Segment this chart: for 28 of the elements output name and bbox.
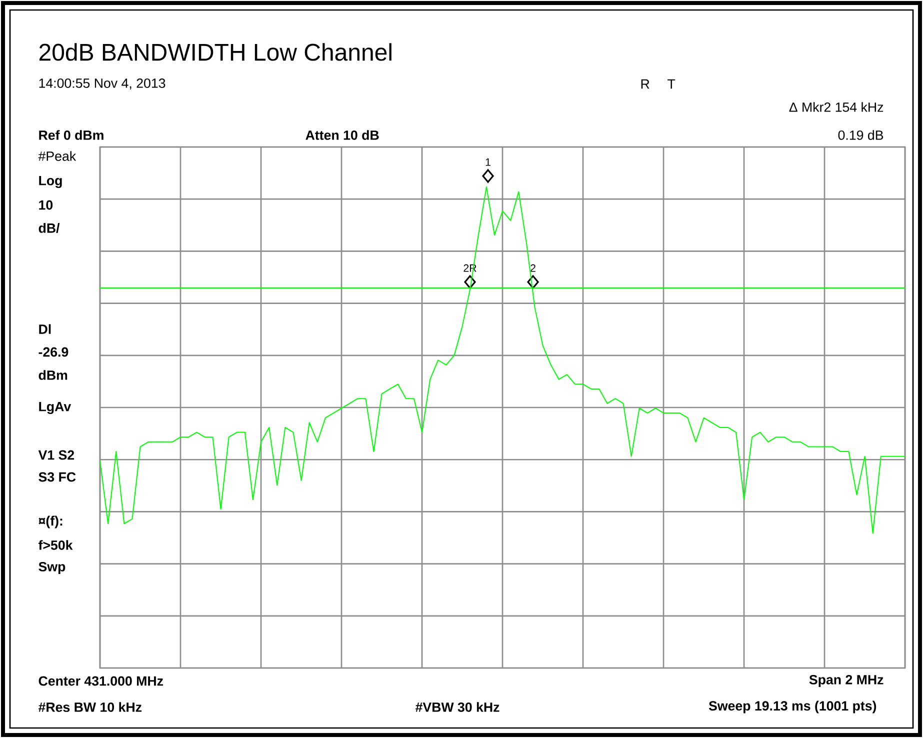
text: Δ Mkr2 154 kHz	[789, 102, 884, 112]
text: ¤(f):	[38, 516, 62, 528]
text: V1 S2	[38, 450, 74, 460]
text: Log	[39, 176, 62, 188]
text: T	[668, 79, 676, 89]
text: S3 FC	[38, 472, 76, 482]
chart-subtitle: 14:00:55 Nov 4, 2013	[39, 78, 166, 90]
text: Sweep 19.13 ms (1001 pts)	[708, 700, 876, 714]
text: dB/	[38, 223, 60, 233]
text: R	[641, 79, 650, 89]
text: -26.9	[38, 347, 68, 357]
text: Atten 10 dB	[306, 130, 379, 140]
text: Ref 0 dBm	[39, 130, 104, 140]
chart-title: 20dB BANDWIDTH Low Channel	[39, 43, 392, 61]
text: 1	[486, 158, 490, 166]
text: #Res BW 10 kHz	[38, 702, 142, 712]
text: #VBW 30 kHz	[416, 702, 500, 712]
text: LgAv	[39, 402, 72, 414]
text: Dl	[39, 324, 51, 334]
text: Span 2 MHz	[809, 674, 884, 688]
text: Swp	[38, 562, 66, 574]
text: f>50k	[38, 540, 73, 550]
annotation: 2	[530, 264, 536, 272]
text: dBm	[38, 370, 68, 380]
text: #Peak	[38, 151, 76, 161]
text: 0.19 dB	[838, 130, 884, 140]
text: 10	[39, 200, 53, 210]
text: Center 431.000 MHz	[38, 676, 164, 686]
